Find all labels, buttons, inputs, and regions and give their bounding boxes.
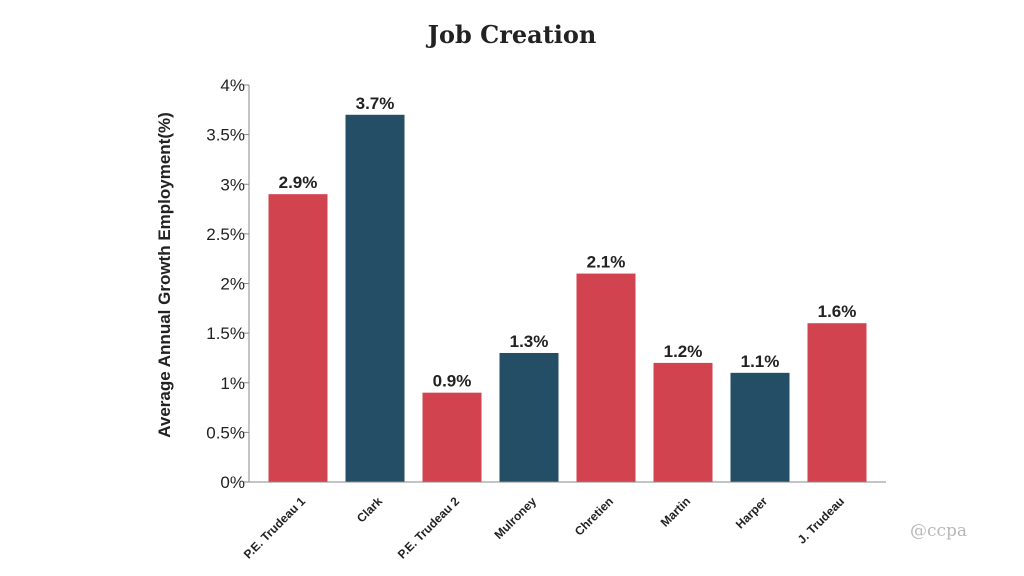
y-tick-label: 4% [220,76,245,95]
bar-j-trudeau [807,323,867,482]
x-tick-label: P.E. Trudeau 1 [241,494,309,562]
bar-mulroney [499,352,559,482]
chart-title: Job Creation [427,20,597,49]
value-label: 1.2% [664,342,703,361]
bar-martin [653,362,713,482]
x-tick-label: Mulroney [492,494,540,542]
x-tick-label: Chretien [572,494,616,538]
value-label: 3.7% [356,94,395,113]
bars [268,114,867,483]
bar-harper [730,372,790,482]
y-tick-label: 3.5% [206,126,245,145]
x-tick-label: Martin [658,494,693,529]
value-label: 0.9% [433,372,472,391]
value-label: 2.9% [279,173,318,192]
bar-p-e-trudeau-2 [422,392,482,482]
value-label: 1.3% [510,332,549,351]
x-tick-label: Harper [733,494,770,531]
value-label: 1.1% [741,352,780,371]
bar-chretien [576,273,636,482]
bar-p-e-trudeau-1 [268,194,328,483]
y-axis-label: Average Annual Growth Employment(%) [155,112,174,438]
value-labels: 2.9% 3.7% 0.9% 1.3% 2.1% 1.2% 1.1% 1.6% [279,94,857,391]
x-axis-labels: P.E. Trudeau 1 Clark P.E. Trudeau 2 Mulrone… [241,494,847,562]
y-tick-label: 0.5% [206,423,245,442]
x-tick-label: P.E. Trudeau 2 [395,494,463,562]
y-tick-label: 2.5% [206,225,245,244]
x-tick-label: J. Trudeau [795,494,847,546]
y-tick-label: 1% [220,374,245,393]
y-tick-label: 1.5% [206,324,245,343]
y-tick-label: 2% [220,275,245,294]
bar-clark [345,114,405,483]
y-axis-ticks: 0% 0.5% 1% 1.5% 2% 2.5% 3% 3.5% 4% [206,76,249,492]
y-tick-label: 3% [220,175,245,194]
y-axis-label-group: Average Annual Growth Employment(%) [155,112,174,438]
value-label: 2.1% [587,253,626,272]
watermark: @ccpa [910,521,968,541]
value-label: 1.6% [818,302,857,321]
y-tick-label: 0% [220,473,245,492]
x-tick-label: Clark [354,494,385,525]
